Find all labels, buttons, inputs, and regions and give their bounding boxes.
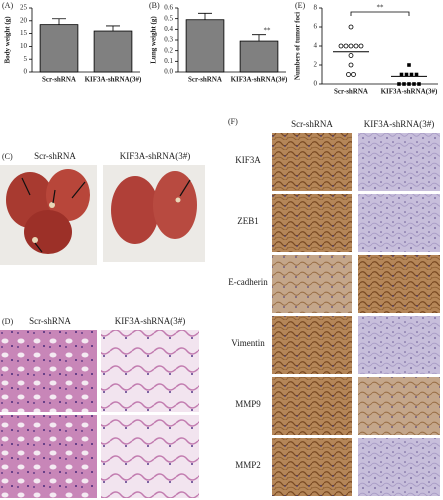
y-tick-label: 25 — [20, 4, 28, 12]
point — [399, 72, 404, 77]
row-label: MMP9 — [235, 399, 261, 409]
column-header: Scr-shRNA — [29, 316, 71, 326]
column-header: KIF3A-shRNA(3#) — [364, 119, 435, 129]
row-label: KIF3A — [235, 155, 261, 165]
histology-image — [101, 415, 199, 498]
y-tick-label: 10 — [20, 42, 28, 50]
y-tick-label: 0.2 — [164, 46, 173, 54]
y-tick-label: 0.1 — [164, 57, 173, 65]
y-tick-label: 0 — [314, 80, 318, 88]
lung-photo — [0, 165, 97, 265]
panel-label: (F) — [228, 117, 238, 126]
significance: ** — [377, 4, 385, 12]
error-bar — [252, 34, 266, 42]
y-axis-label: Lung weight (g) — [150, 16, 158, 64]
panel-label: (A) — [2, 1, 13, 10]
point — [348, 43, 354, 49]
point — [409, 72, 414, 77]
point — [348, 53, 354, 58]
y-axis-label: Body weight (g) — [4, 16, 12, 64]
x-tick-label: KIF3A-shRNA(3#) — [85, 76, 142, 84]
point — [338, 43, 344, 49]
bar — [239, 40, 279, 73]
ihc-image — [358, 255, 440, 313]
x-tick-label: KIF3A-shRNA(3#) — [231, 76, 288, 84]
y-tick-label: 20 — [20, 16, 28, 24]
point — [358, 43, 364, 49]
ihc-image — [272, 133, 352, 191]
significance: ** — [264, 26, 272, 34]
point — [404, 72, 409, 77]
panel-label: (E) — [295, 1, 306, 10]
y-tick-label: 8 — [314, 4, 318, 12]
ihc-image — [358, 194, 440, 252]
histology-image — [0, 330, 97, 412]
histology-image — [101, 330, 199, 412]
point — [397, 82, 401, 86]
ihc-image — [272, 438, 352, 496]
bar — [39, 24, 79, 73]
error-bar — [106, 25, 120, 32]
ihc-grid: KIF3A ZEB1 E-cadherin Vimentin MMP9 MMP2 — [228, 133, 440, 496]
y-tick-label: 0.3 — [164, 36, 173, 44]
point — [407, 82, 411, 86]
y-tick-label: 0.4 — [164, 25, 173, 33]
point — [351, 72, 356, 77]
y-tick-label: 0.6 — [164, 4, 173, 12]
point — [348, 62, 354, 68]
point — [353, 43, 359, 49]
point — [407, 63, 411, 67]
ihc-image — [358, 438, 440, 496]
x-tick-label: KIF3A-shRNA(3#) — [381, 88, 438, 96]
histology-image — [0, 415, 97, 498]
panel-label: (B) — [149, 1, 160, 10]
y-tick-label: 0.0 — [164, 68, 173, 76]
point — [402, 82, 406, 86]
x-tick-label: Scr-shRNA — [42, 76, 76, 84]
bar — [93, 30, 133, 73]
column-header: Scr-shRNA — [34, 151, 76, 161]
ihc-image — [358, 133, 440, 191]
row-label: ZEB1 — [237, 216, 259, 226]
x-tick-label: Scr-shRNA — [334, 88, 368, 96]
point — [346, 72, 351, 77]
point — [412, 82, 416, 86]
ihc-image — [272, 194, 352, 252]
error-bar — [52, 18, 66, 25]
row-label: Vimentin — [231, 338, 265, 348]
x-tick-label: Scr-shRNA — [188, 76, 222, 84]
bar — [185, 19, 225, 73]
error-bar — [198, 12, 212, 20]
y-tick-label: 5 — [24, 55, 28, 63]
ihc-image — [272, 255, 352, 313]
y-tick-label: 15 — [20, 29, 28, 37]
point — [414, 72, 419, 77]
row-label: MMP2 — [235, 460, 261, 470]
ihc-image — [272, 316, 352, 374]
y-tick-label: 6 — [314, 23, 318, 31]
lung-photo — [103, 165, 205, 262]
y-tick-label: 2 — [314, 61, 318, 69]
y-axis-label: Numbers of tumor foci — [294, 12, 302, 80]
y-tick-label: 0 — [24, 68, 28, 76]
ihc-image — [358, 316, 440, 374]
y-tick-label: 4 — [314, 42, 318, 50]
point — [417, 82, 421, 86]
column-header: Scr-shRNA — [291, 119, 333, 129]
point — [348, 24, 354, 30]
row-label: E-cadherin — [228, 277, 268, 287]
y-tick-label: 0.5 — [164, 14, 173, 22]
column-header: KIF3A-shRNA(3#) — [115, 316, 186, 326]
point — [343, 43, 349, 49]
ihc-image — [272, 377, 352, 435]
ihc-image — [358, 377, 440, 435]
column-header: KIF3A-shRNA(3#) — [120, 151, 191, 161]
panel-label: (C) — [2, 152, 13, 161]
significance-bracket — [350, 11, 410, 16]
panel-label: (D) — [2, 317, 13, 326]
